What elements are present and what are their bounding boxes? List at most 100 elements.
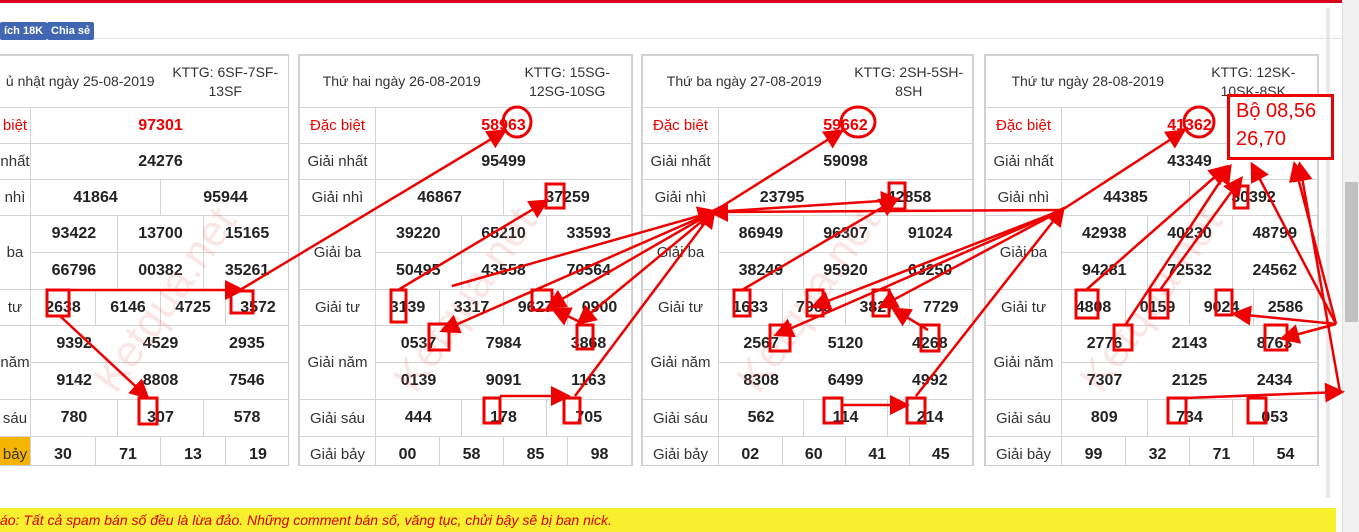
card-date: Thứ tư ngày 28-08-2019 [985, 55, 1190, 108]
prize-number: 0537 [400, 335, 437, 352]
prize-number: 8308 [743, 372, 779, 389]
label-fifth: Giải năm [642, 325, 719, 400]
prize-number: 7729 [908, 289, 973, 326]
label-sixth: Giải sáu [985, 399, 1062, 437]
prize-number: 2125 [1171, 372, 1208, 389]
prize-number: 38249 [738, 262, 784, 279]
prize-number: 0139 [400, 372, 437, 389]
prize-number: 60 [781, 436, 846, 465]
third-prize: 66796 [51, 262, 97, 279]
result-card-monday: Thứ hai ngày 26-08-2019 KTTG: 15SG-12SG-1… [298, 54, 633, 466]
seventh-prize: 19 [225, 436, 288, 465]
prize-number: 705 [575, 409, 603, 426]
first-prize: 95499 [375, 143, 632, 180]
label-sixth: Giải sáu [642, 399, 719, 437]
label-fourth: tư [0, 289, 31, 326]
label-second: Giải nhì [299, 179, 376, 216]
label-first: nhất [0, 143, 31, 180]
sixth-prize: 307 [116, 400, 205, 436]
fifth-prize: 9142 [56, 372, 92, 389]
scrollbar-thumb[interactable] [1345, 182, 1358, 322]
prize-number: 9627 [503, 289, 568, 326]
facebook-share-button[interactable]: Chia sẻ [47, 22, 95, 40]
special-prize: 97301 [30, 107, 288, 144]
prize-number: 6499 [827, 372, 864, 389]
label-fourth: Giải tư [985, 289, 1062, 326]
first-prize: 59098 [718, 143, 973, 180]
prize-number: 8763 [1256, 335, 1293, 352]
result-card-tuesday: Thứ ba ngày 27-08-2019 KTTG: 2SH-5SH-8SH … [641, 54, 974, 466]
prize-number: 94281 [1082, 262, 1127, 279]
label-third: Giải ba [985, 215, 1062, 290]
prize-number: 86949 [738, 225, 784, 242]
card-date: ủ nhật ngày 25-08-2019 [0, 55, 161, 108]
third-prize: 93422 [51, 225, 97, 242]
sixth-prize: 780 [60, 409, 88, 426]
prize-number: 39220 [396, 225, 441, 242]
fourth-prize: 6146 [95, 289, 161, 326]
label-seventh: Giải bảy [642, 436, 719, 465]
prize-number: 70564 [566, 262, 612, 279]
prize-number: 42938 [1082, 225, 1127, 242]
prize-number: 1163 [571, 372, 606, 389]
prize-number: 24562 [1252, 262, 1298, 279]
warning-notice: áo: Tất cả spam bán số đều là lừa đảo. N… [0, 508, 1336, 532]
label-seventh: bảy [0, 436, 31, 465]
prize-number: 54 [1253, 436, 1318, 465]
prize-number: 4268 [912, 335, 948, 352]
fifth-prize: 4529 [142, 335, 179, 352]
third-prize: 13700 [116, 216, 205, 252]
prize-number: 58 [439, 436, 504, 465]
prize-number: 7984 [485, 335, 522, 352]
prize-number: 91024 [907, 225, 953, 242]
prize-number: 214 [916, 409, 944, 426]
label-sixth: sáu [0, 399, 31, 437]
label-special: Đặc biệt [985, 107, 1062, 144]
vertical-scrollbar[interactable] [1342, 0, 1359, 532]
prize-number: 41 [845, 436, 910, 465]
annotation-box: Bộ 08,56 26,70 [1227, 94, 1334, 160]
card-kttg: KTTG: 6SF-7SF-13SF [160, 55, 288, 108]
label-second: Giải nhì [985, 179, 1062, 216]
prize-number: 5120 [827, 335, 864, 352]
prize-number: 3868 [570, 335, 607, 352]
prize-number: 95920 [802, 253, 889, 289]
second-prize: 46867 [375, 179, 504, 216]
label-special: Đặc biệt [642, 107, 719, 144]
prize-number: 2434 [1256, 372, 1293, 389]
prize-number: 1633 [718, 289, 783, 326]
label-second: Giải nhì [642, 179, 719, 216]
card-kttg: KTTG: 2SH-5SH-8SH [845, 55, 973, 108]
label-first: Giải nhất [985, 143, 1062, 180]
prize-number: 0159 [1125, 289, 1190, 326]
facebook-like-button[interactable]: ích 18K [0, 22, 48, 40]
second-prize: 23795 [718, 179, 846, 216]
prize-number: 7307 [1086, 372, 1123, 389]
prize-number: 71 [1189, 436, 1254, 465]
prize-number: 178 [460, 400, 547, 436]
fourth-prize: 3572 [225, 289, 288, 326]
fifth-prize: 2935 [229, 335, 265, 352]
label-fifth: Giải năm [985, 325, 1062, 400]
prize-number: 2567 [743, 335, 779, 352]
prize-number: 43558 [460, 253, 547, 289]
fifth-prize: 9392 [56, 335, 92, 352]
label-first: Giải nhất [299, 143, 376, 180]
fifth-prize: 8808 [142, 372, 179, 389]
prize-number: 3139 [375, 289, 440, 326]
top-accent-line [0, 0, 1359, 3]
second-prize: 95944 [160, 179, 288, 216]
prize-number: 96307 [802, 216, 889, 252]
third-prize: 35261 [224, 262, 270, 279]
label-special: Đặc biệt [299, 107, 376, 144]
label-third: Giải ba [299, 215, 376, 290]
prize-number: 45 [908, 436, 973, 465]
prize-number: 9024 [1189, 289, 1254, 326]
sixth-prize: 578 [233, 409, 261, 426]
prize-number: 4992 [912, 372, 948, 389]
prize-number: 3827 [845, 289, 910, 326]
prize-number: 053 [1261, 409, 1289, 426]
prize-number: 32 [1125, 436, 1190, 465]
third-prize: 00382 [116, 253, 205, 289]
special-prize: 58963 [375, 107, 632, 144]
